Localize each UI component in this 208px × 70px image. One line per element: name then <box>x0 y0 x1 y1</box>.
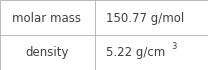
Text: density: density <box>25 46 69 59</box>
Text: 3: 3 <box>172 42 177 51</box>
Text: 5.22 g/cm: 5.22 g/cm <box>106 46 165 59</box>
Text: molar mass: molar mass <box>12 12 81 25</box>
Text: 150.77 g/mol: 150.77 g/mol <box>106 12 184 25</box>
